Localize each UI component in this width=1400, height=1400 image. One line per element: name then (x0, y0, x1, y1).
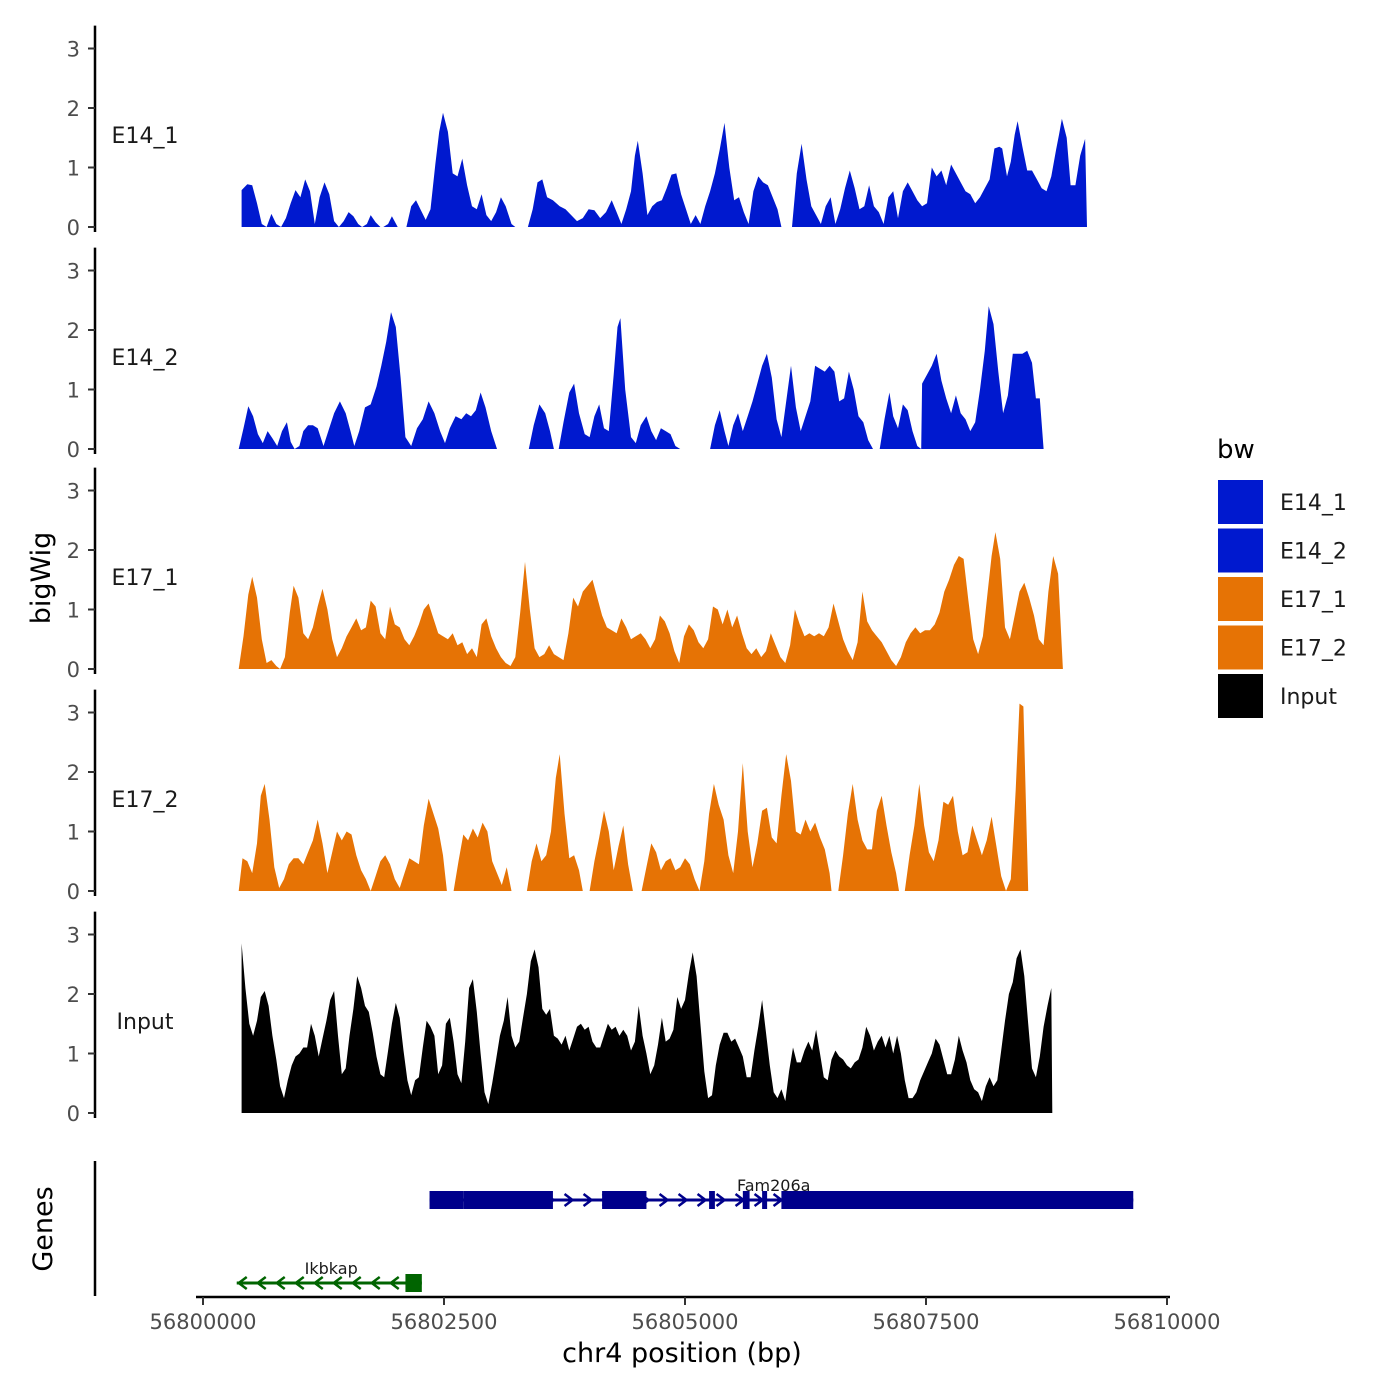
gene-Ikbkap: Ikbkap (236, 1259, 422, 1292)
track-label: E14_1 (112, 124, 179, 149)
strand-chevron (658, 1193, 670, 1207)
coverage-area-Input (241, 943, 1053, 1113)
legend-swatch-Input (1218, 674, 1263, 718)
track-E17_1: 0 1 2 3 E17_1 (67, 467, 1063, 682)
track-E17_2: 0 1 2 3 E17_2 (67, 689, 1029, 904)
genes-axis-title: Genes (28, 1186, 59, 1271)
track-E14_1: 0 1 2 3 E14_1 (67, 25, 1088, 240)
y-tick-label: 3 (67, 38, 80, 62)
track-E14_2: 0 1 2 3 E14_2 (67, 247, 1044, 462)
y-tick-label: 2 (67, 539, 80, 563)
strand-chevron (350, 1276, 362, 1290)
y-tick-label: 0 (67, 1102, 80, 1126)
y-tick-label: 3 (67, 924, 80, 948)
coverage-area-E14_2 (238, 306, 1044, 449)
gene-exon (709, 1191, 715, 1209)
strand-chevron (331, 1276, 343, 1290)
legend-swatch-E14_2 (1218, 528, 1263, 573)
strand-chevron (274, 1276, 286, 1290)
strand-chevron (388, 1276, 400, 1290)
x-tick-label: 56810000 (1114, 1310, 1221, 1334)
legend-title: bw (1217, 435, 1255, 465)
strand-chevron (369, 1276, 381, 1290)
y-tick-label: 0 (67, 216, 80, 240)
gene-exon (405, 1274, 422, 1292)
y-tick-label: 1 (67, 821, 80, 845)
y-tick-label: 2 (67, 761, 80, 785)
x-tick-label: 56807500 (873, 1310, 980, 1334)
strand-chevron (563, 1193, 575, 1207)
gene-exon (429, 1191, 464, 1209)
strand-chevron (715, 1193, 727, 1207)
y-tick-label: 3 (67, 260, 80, 284)
gene-Fam206a: Fam206a (429, 1176, 1134, 1209)
y-tick-label: 0 (67, 438, 80, 462)
x-tick-label: 56805000 (632, 1310, 739, 1334)
y-tick-label: 1 (67, 379, 80, 403)
track-label: E14_2 (112, 346, 179, 371)
y-tick-label: 1 (67, 1043, 80, 1067)
legend-swatch-E17_2 (1218, 625, 1263, 670)
x-tick-label: 56802500 (391, 1310, 498, 1334)
coverage-area-E14_1 (241, 112, 1088, 227)
legend-label: E14_1 (1280, 491, 1347, 516)
strand-chevron (293, 1276, 305, 1290)
strand-chevron (236, 1276, 248, 1290)
coverage-area-E17_2 (238, 703, 1029, 891)
y-tick-label: 2 (67, 983, 80, 1007)
strand-chevron (312, 1276, 324, 1290)
y-axis-title: bigWig (26, 532, 57, 625)
gene-exon (742, 1191, 750, 1209)
tracks-layer: 0 1 2 3 E14_1 0 1 2 3 E14_2 0 1 2 3 E17_1 0 1 2 3 E17_2 0 1 2 3… (67, 25, 1088, 1126)
gene-label: Fam206a (737, 1176, 810, 1195)
x-axis: chr4 position (bp) 56800000 56802500 56805… (150, 1295, 1221, 1369)
x-tick-label: 56800000 (150, 1310, 257, 1334)
track-label: E17_2 (112, 788, 179, 813)
gene-exon (463, 1191, 553, 1209)
y-tick-label: 2 (67, 319, 80, 343)
gene-exon (781, 1191, 1134, 1209)
gene-exon (762, 1191, 768, 1209)
gene-exon (602, 1191, 647, 1209)
y-tick-label: 0 (67, 658, 80, 682)
strand-chevron (696, 1193, 708, 1207)
legend-swatch-E14_1 (1218, 480, 1263, 524)
legend-label: E17_2 (1280, 637, 1347, 662)
track-label: E17_1 (112, 566, 179, 591)
gene-label: Ikbkap (305, 1259, 358, 1278)
legend-swatch-E17_1 (1218, 577, 1263, 621)
y-tick-label: 3 (67, 702, 80, 726)
y-tick-label: 3 (67, 480, 80, 504)
strand-chevron (255, 1276, 267, 1290)
y-tick-label: 1 (67, 157, 80, 181)
coverage-area-E17_1 (238, 532, 1063, 669)
y-tick-label: 2 (67, 97, 80, 121)
strand-chevron (582, 1193, 594, 1207)
genes-layer: Genes Fam206a Ikbkap (28, 1161, 1134, 1296)
legend: bw E14_1 E14_2 E17_1 E17_2 Input (1217, 435, 1347, 718)
y-tick-label: 0 (67, 880, 80, 904)
strand-chevron (677, 1193, 689, 1207)
legend-label: E14_2 (1280, 540, 1347, 565)
track-Input: 0 1 2 3 Input (67, 911, 1053, 1126)
track-label: Input (117, 1010, 174, 1035)
y-tick-label: 1 (67, 599, 80, 623)
legend-label: E17_1 (1280, 588, 1347, 613)
legend-label: Input (1280, 685, 1337, 710)
x-axis-title: chr4 position (bp) (562, 1338, 802, 1369)
